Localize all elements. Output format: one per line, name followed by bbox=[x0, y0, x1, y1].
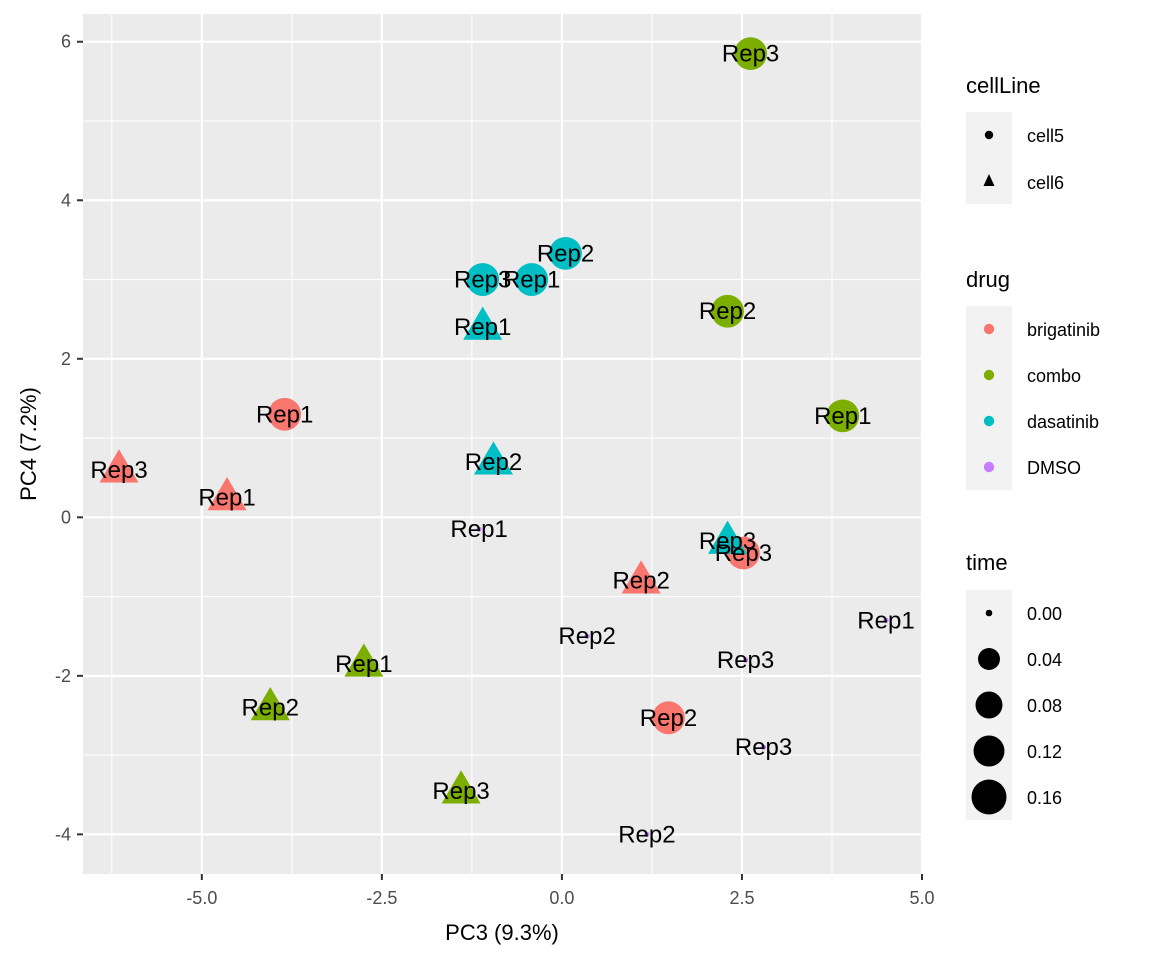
x-tick-label: -2.5 bbox=[366, 888, 397, 908]
legend-cell6-label: cell6 bbox=[1027, 173, 1064, 193]
legend-cell6-triangle-key bbox=[983, 174, 995, 186]
data-point-label: Rep1 bbox=[198, 485, 255, 512]
x-axis-title: PC3 (9.3%) bbox=[445, 920, 559, 945]
y-tick-label: -4 bbox=[55, 824, 71, 844]
data-point-circle bbox=[476, 526, 482, 532]
data-point-label: Rep2 bbox=[699, 298, 756, 325]
y-axis-title: PC4 (7.2%) bbox=[16, 387, 41, 501]
data-point-triangle bbox=[344, 643, 384, 677]
x-tick-label: 0.0 bbox=[549, 888, 574, 908]
legend-time-title: time bbox=[966, 550, 1008, 575]
data-point-label: Rep3 bbox=[722, 41, 779, 68]
legend-time-008-label: 0.08 bbox=[1027, 696, 1062, 716]
data-point-label: Rep1 bbox=[335, 651, 392, 678]
data-point-label: Rep2 bbox=[242, 695, 299, 722]
legend-dmso-label: DMSO bbox=[1027, 458, 1081, 478]
x-tick-label: 2.5 bbox=[729, 888, 754, 908]
data-point-label: Rep3 bbox=[699, 528, 756, 555]
legend-combo-key bbox=[983, 369, 995, 381]
legend-cellline-title: cellLine bbox=[966, 73, 1041, 98]
data-point-label: Rep2 bbox=[640, 705, 697, 732]
data-point-label: Rep1 bbox=[503, 267, 560, 294]
legend-dasatinib-label: dasatinib bbox=[1027, 412, 1099, 432]
legend-dmso-key bbox=[983, 461, 995, 473]
legend-cell5-label: cell5 bbox=[1027, 126, 1064, 146]
data-point-circle bbox=[652, 701, 685, 735]
plot-panel bbox=[83, 14, 922, 874]
data-point-label: Rep3 bbox=[715, 540, 772, 567]
y-tick-label: 2 bbox=[61, 349, 71, 369]
data-point-circle bbox=[760, 744, 767, 750]
data-point-triangle bbox=[474, 441, 513, 475]
legend-time-016-key bbox=[971, 779, 1007, 815]
points-layer bbox=[99, 37, 889, 837]
legend-time-016-label: 0.16 bbox=[1027, 788, 1062, 808]
legend-brigatinib-label: brigatinib bbox=[1027, 320, 1100, 340]
data-point-circle bbox=[268, 397, 302, 431]
data-point-triangle bbox=[708, 520, 748, 554]
data-point-triangle bbox=[441, 770, 481, 804]
y-tick-label: 4 bbox=[61, 190, 71, 210]
legend-drug-title: drug bbox=[966, 267, 1010, 292]
legend-cellline: cellLine cell5 cell6 bbox=[966, 73, 1064, 204]
data-point-label: Rep2 bbox=[558, 623, 615, 650]
data-point-circle bbox=[826, 399, 860, 433]
data-point-triangle bbox=[207, 476, 247, 511]
data-point-circle bbox=[883, 617, 889, 623]
data-point-label: Rep2 bbox=[618, 821, 675, 848]
grid-minor bbox=[83, 14, 922, 874]
data-point-label: Rep1 bbox=[857, 607, 914, 634]
grid-major bbox=[83, 14, 924, 874]
axes: -5.0 -2.5 0.0 2.5 5.0 -4 -2 0 2 4 6 bbox=[55, 32, 935, 908]
data-point-circle bbox=[742, 657, 749, 663]
data-point-label: Rep3 bbox=[717, 647, 774, 674]
x-tick-label: 5.0 bbox=[909, 888, 934, 908]
legend-time: time 0.00 0.04 0.08 0.12 0.16 bbox=[966, 550, 1062, 820]
data-point-circle bbox=[466, 263, 500, 296]
data-point-circle bbox=[734, 37, 768, 71]
data-point-label: Rep3 bbox=[432, 778, 489, 805]
data-point-label: Rep3 bbox=[735, 734, 792, 761]
data-point-label: Rep1 bbox=[454, 314, 511, 341]
legend-time-012-label: 0.12 bbox=[1027, 742, 1062, 762]
legend-time-000-label: 0.00 bbox=[1027, 604, 1062, 624]
data-point-circle bbox=[644, 831, 650, 837]
y-tick-label: -2 bbox=[55, 666, 71, 686]
legend-time-008-key bbox=[975, 691, 1003, 719]
data-point-triangle bbox=[250, 687, 290, 721]
legend-time-004-key bbox=[978, 648, 1000, 670]
legend-combo-label: combo bbox=[1027, 366, 1081, 386]
x-tick-label: -5.0 bbox=[186, 888, 217, 908]
data-point-label: Rep1 bbox=[256, 401, 313, 428]
data-point-circle bbox=[584, 633, 590, 639]
data-point-label: Rep2 bbox=[537, 240, 594, 267]
legend-time-004-label: 0.04 bbox=[1027, 650, 1062, 670]
data-point-triangle bbox=[463, 306, 503, 340]
data-point-label: Rep2 bbox=[465, 449, 522, 476]
data-point-circle bbox=[549, 236, 582, 270]
data-point-triangle bbox=[621, 560, 661, 594]
data-point-label: Rep2 bbox=[612, 568, 669, 595]
y-tick-label: 0 bbox=[61, 507, 71, 527]
legend-time-000-key bbox=[985, 609, 993, 617]
data-point-label: Rep3 bbox=[454, 267, 511, 294]
data-point-label: Rep1 bbox=[814, 403, 871, 430]
data-point-circle bbox=[711, 294, 744, 328]
y-tick-label: 6 bbox=[61, 32, 71, 52]
legend-drug: drug brigatinib combo dasatinib DMSO bbox=[966, 267, 1100, 490]
data-point-label: Rep1 bbox=[450, 516, 507, 543]
data-point-triangle bbox=[99, 449, 139, 483]
data-point-circle bbox=[515, 263, 549, 296]
data-point-label: Rep3 bbox=[90, 457, 147, 484]
legend-brigatinib-key bbox=[983, 323, 995, 335]
legend-time-012-key bbox=[973, 735, 1005, 767]
legend-cell5-circle-key bbox=[984, 130, 994, 140]
legend-dasatinib-key bbox=[983, 415, 995, 427]
